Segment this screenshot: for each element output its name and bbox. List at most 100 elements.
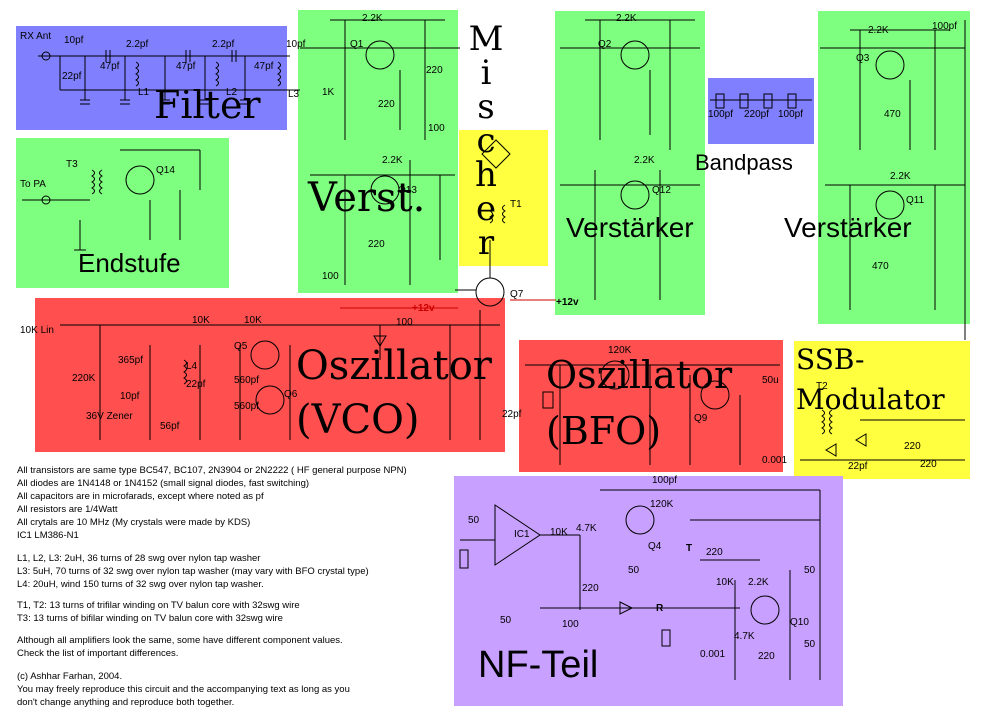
r2-2k-label-b: 2.2K: [382, 155, 403, 166]
mischer-letter: M: [468, 19, 504, 59]
t2-label: T2: [816, 381, 828, 392]
r470-label-a: 470: [884, 109, 901, 120]
c22pf-label-d: 22pf: [848, 461, 868, 472]
c22pf-label-c: 22pf: [502, 409, 522, 420]
mischer-letter: r: [477, 223, 495, 263]
c100pf-label-a: 100pf: [708, 109, 734, 120]
q9-label: Q9: [694, 413, 708, 424]
zener-label: 36V Zener: [86, 411, 133, 422]
note-line: All transistors are same type BC547, BC1…: [17, 465, 407, 476]
r1k-label-a: 1K: [322, 87, 335, 98]
r220-label-b: 220: [378, 99, 395, 110]
r10k-label-b: 10K: [244, 315, 262, 326]
r2-2k-label-nf: 2.2K: [748, 577, 769, 588]
note-line: T3: 13 turns of bifilar winding on TV ba…: [17, 613, 283, 624]
r10k-label-c: 10K: [550, 527, 568, 538]
c10pf-label-c: 10pf: [120, 391, 140, 402]
l1-label: L1: [138, 87, 150, 98]
r2-2k-label-e: 2.2K: [868, 25, 889, 36]
to-pa-label: To PA: [20, 179, 46, 190]
note-line: All resistors are 1/4Watt: [17, 504, 118, 515]
verst-block: [298, 10, 458, 293]
r10k-label-a: 10K: [192, 315, 210, 326]
c365pf-label: 365pf: [118, 355, 144, 366]
r10k-label-d: 10K: [716, 577, 734, 588]
r2-2k-label-c: 2.2K: [616, 13, 637, 24]
c560pf-label-b: 560pf: [234, 401, 260, 412]
plus12v-label-a: +12v: [412, 303, 435, 314]
mischer-letter: h: [475, 155, 497, 195]
r470-label-b: 470: [872, 261, 889, 272]
c100-label-b: 100: [322, 271, 339, 282]
mischer-block: [459, 130, 548, 266]
bandpass-block: [708, 78, 814, 144]
q4-label: Q4: [648, 541, 662, 552]
mischer-title: M i s c h e r: [466, 22, 506, 260]
l3-label: L3: [288, 89, 300, 100]
c22pf-label-b: 22pf: [186, 379, 206, 390]
q12-label: Q12: [652, 185, 671, 196]
note-line: All diodes are 1N4148 or 1N4152 (small s…: [17, 478, 310, 489]
r220-label-nf-b: 220: [706, 547, 723, 558]
r220-label-nf-c: 220: [758, 651, 775, 662]
filter-title: Filter: [154, 83, 261, 127]
ssb-block: [794, 341, 970, 479]
c50-label-a: 50: [468, 515, 480, 526]
note-line: You may freely reproduce this circuit an…: [17, 684, 350, 695]
t1-label: T1: [510, 199, 522, 210]
r100-label-vco: 100: [396, 317, 413, 328]
vco-title-1: Oszillator: [296, 343, 492, 389]
r4-7k-label-b: 4.7K: [734, 631, 755, 642]
mischer-letter: e: [475, 189, 497, 229]
r220-label-nf-a: 220: [582, 583, 599, 594]
verstaerker-b-block: [818, 11, 970, 324]
q13-label: Q13: [398, 185, 417, 196]
c100pf-label-b: 100pf: [778, 109, 804, 120]
mischer-letter: c: [476, 121, 496, 161]
r120k-label-b: 120K: [650, 499, 674, 510]
r220k-label: 220K: [72, 373, 96, 384]
bfo-title-1: Oszillator: [546, 353, 733, 397]
verstaerker-a-block: [555, 11, 705, 315]
mischer-letter: s: [477, 87, 495, 127]
q2-label: Q2: [598, 39, 612, 50]
q1-label: Q1: [350, 39, 364, 50]
c47pf-label-b: 47pf: [176, 61, 196, 72]
r120k-label: 120K: [608, 345, 632, 356]
c0-001-label-a: 0.001: [762, 455, 788, 466]
c100pf-label-c: 100pf: [932, 21, 958, 32]
r220-label-ssb-b: 220: [920, 459, 937, 470]
note-line: L1, L2, L3: 2uH, 36 turns of 28 swg over…: [17, 553, 261, 564]
bfo-block: [519, 340, 783, 472]
vco-block: [35, 298, 505, 452]
q5-label: Q5: [234, 341, 248, 352]
mischer-letter: i: [480, 53, 492, 93]
q14-label: Q14: [156, 165, 175, 176]
note-line: IC1 LM386-N1: [17, 530, 79, 541]
q3-label: Q3: [856, 53, 870, 64]
bandpass-title: Bandpass: [695, 150, 793, 175]
ssb-title-1: SSB-: [796, 343, 865, 376]
q7-label: Q7: [510, 289, 524, 300]
q6-label: Q6: [284, 389, 298, 400]
c100pf-label-nf: 100pf: [652, 475, 678, 486]
c47pf-label: 47pf: [100, 61, 120, 72]
note-line: (c) Ashhar Farhan, 2004.: [17, 671, 123, 682]
r2-2k-label-f: 2.2K: [890, 171, 911, 182]
note-line: L3: 5uH, 70 turns of 32 swg over nylon t…: [17, 566, 369, 577]
c50-label-c: 50: [500, 615, 512, 626]
c50-label-e: 50: [804, 639, 816, 650]
r220-label-ssb-a: 220: [904, 441, 921, 452]
r4-7k-label-a: 4.7K: [576, 523, 597, 534]
nf-block: [454, 476, 843, 706]
c220pf-label: 220pf: [744, 109, 770, 120]
c2-2pf-label-b: 2.2pf: [212, 39, 235, 50]
filter-block: [16, 26, 287, 130]
c50u-label: 50u: [762, 375, 779, 386]
q10-label: Q10: [790, 617, 809, 628]
note-line: don't change anything and reproduce both…: [17, 697, 235, 708]
r100-label-nf: 100: [562, 619, 579, 630]
note-line: L4: 20uH, wind 150 turns of 32 swg over …: [17, 579, 264, 590]
note-line: T1, T2: 13 turns of trifilar winding on …: [17, 600, 300, 611]
